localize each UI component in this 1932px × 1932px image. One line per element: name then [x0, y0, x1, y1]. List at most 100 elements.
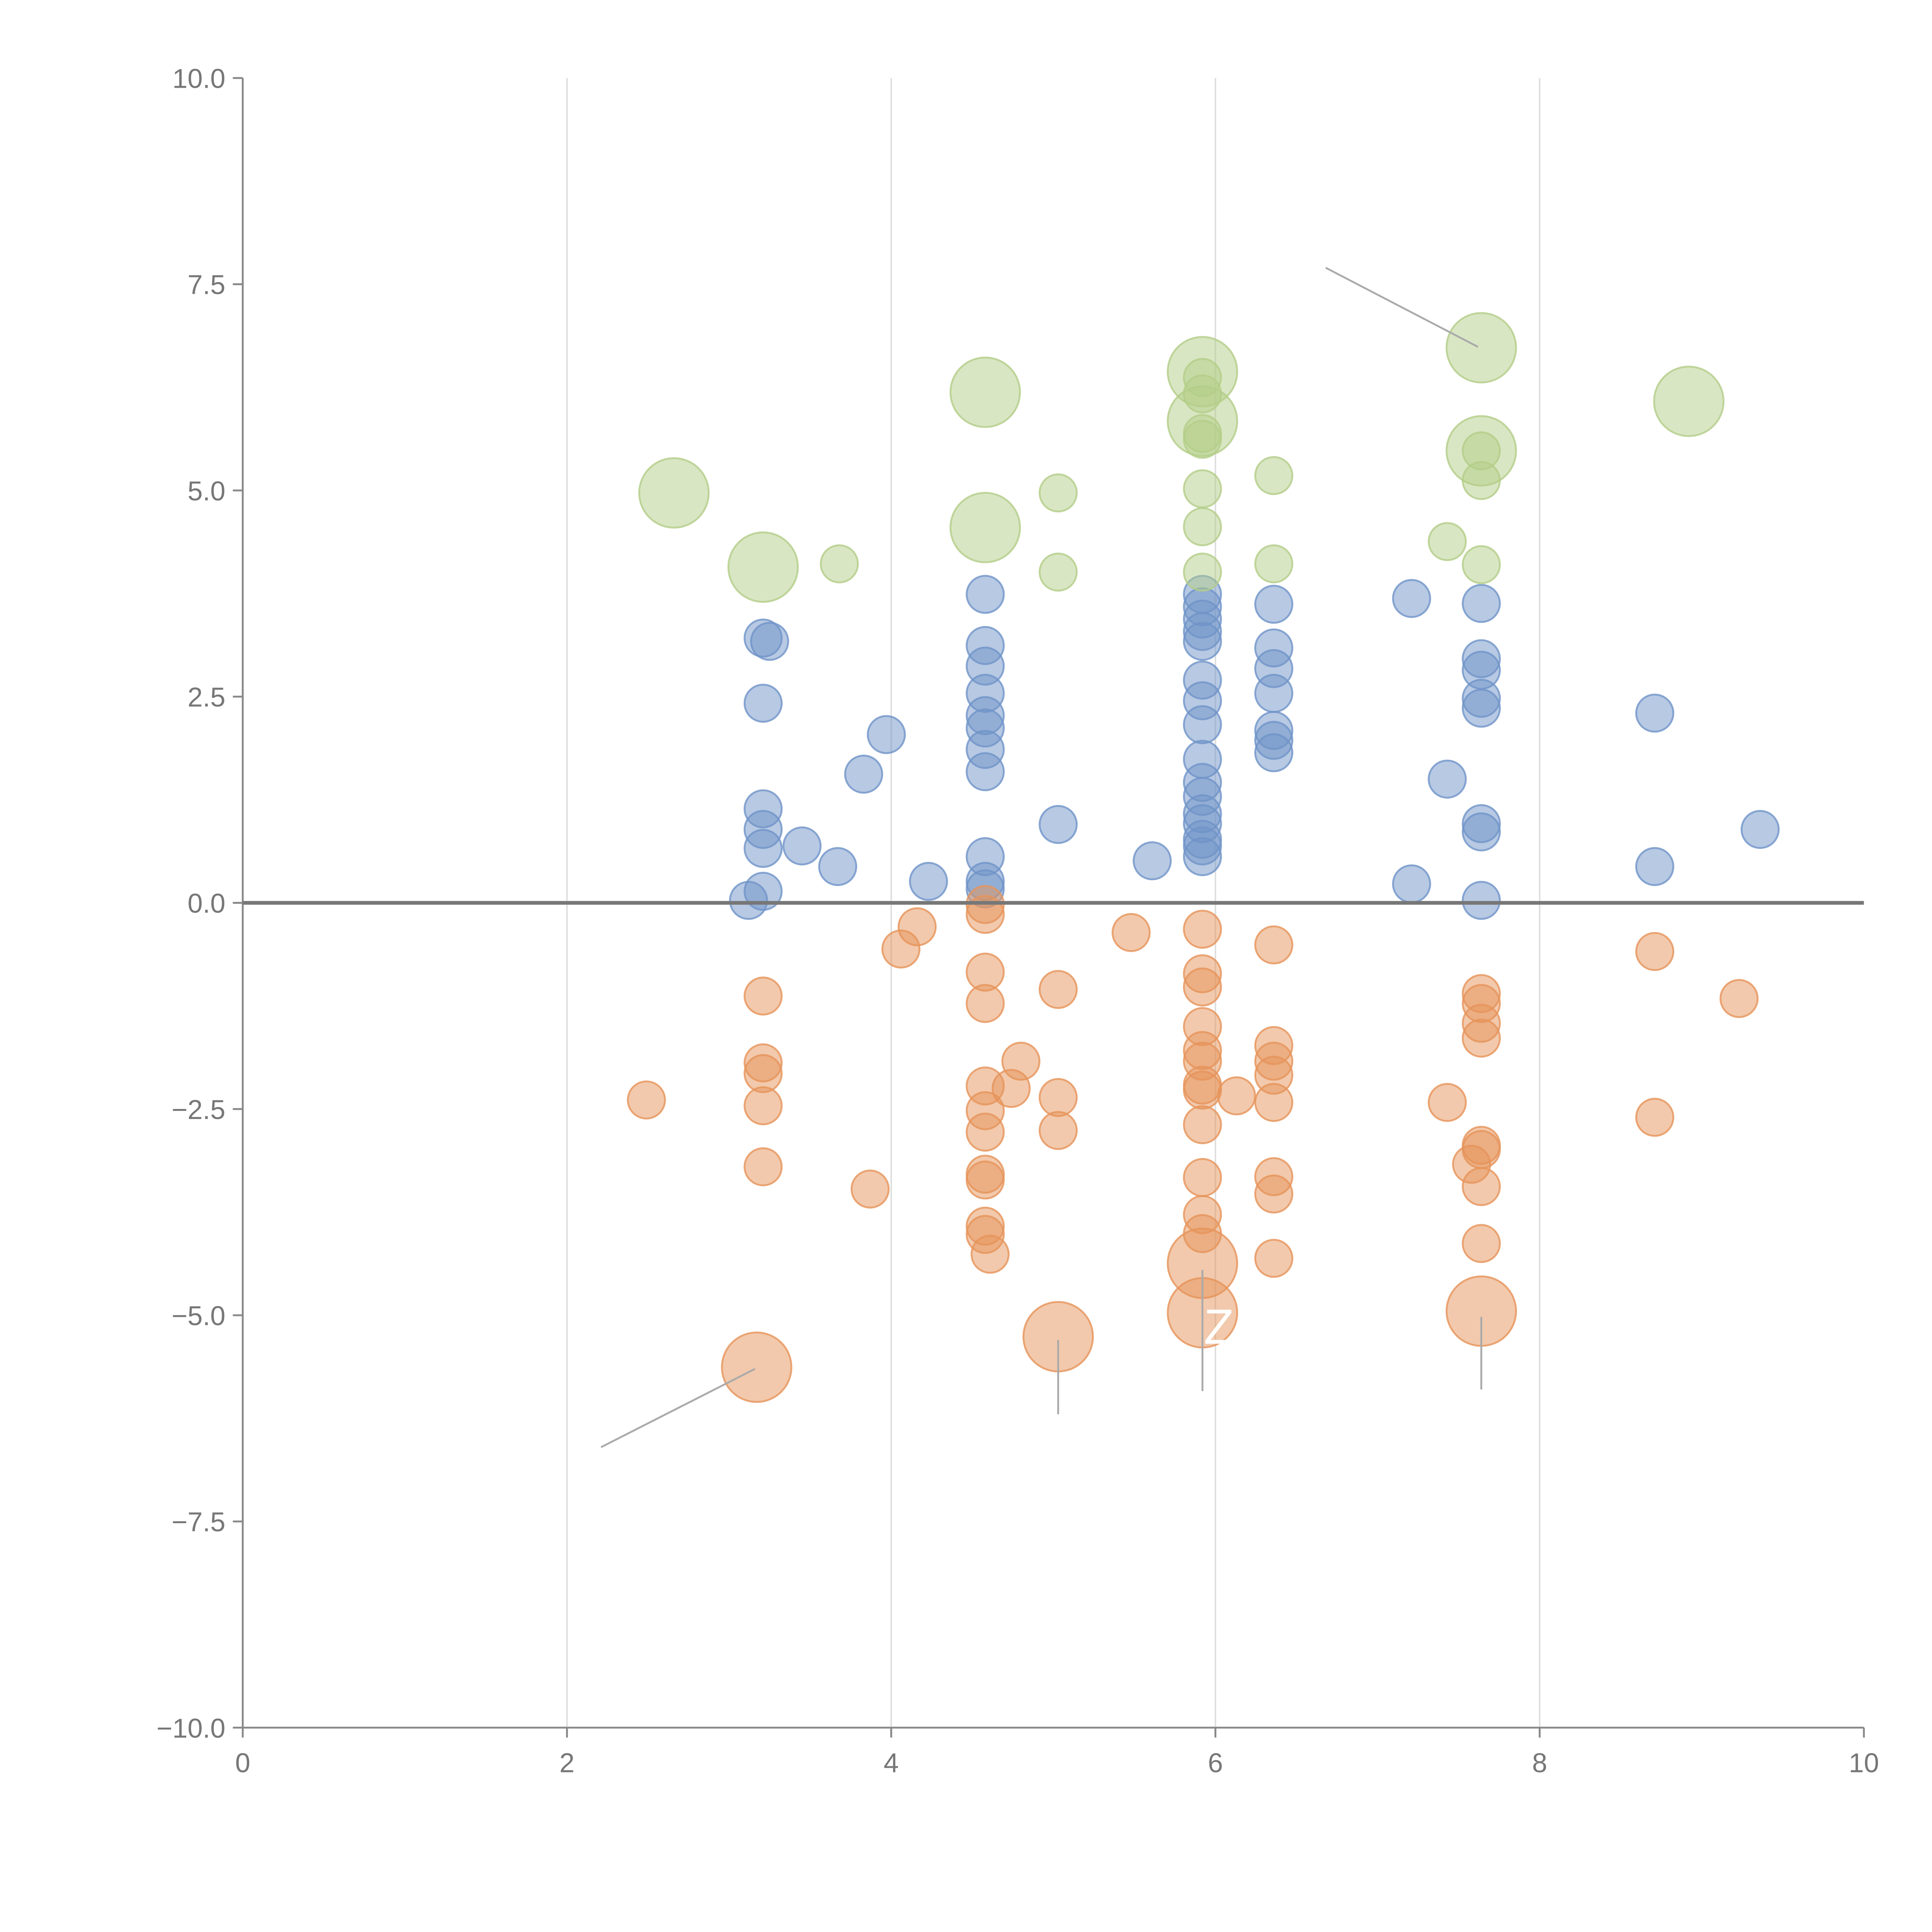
data-point-orange[interactable] — [721, 1331, 793, 1403]
data-point-blue[interactable] — [966, 752, 1005, 791]
data-point-orange[interactable] — [743, 976, 783, 1016]
data-point-blue[interactable] — [1462, 689, 1501, 728]
data-point-green[interactable] — [1183, 469, 1222, 509]
data-point-orange[interactable] — [966, 895, 1005, 934]
data-point-orange[interactable] — [1462, 1224, 1501, 1263]
x-tick-label: 4 — [884, 1748, 899, 1778]
data-point-green[interactable] — [1446, 312, 1517, 384]
data-point-green[interactable] — [1254, 544, 1294, 583]
data-point-orange[interactable] — [743, 1147, 783, 1187]
data-point-orange[interactable] — [1635, 1098, 1674, 1137]
data-point-orange[interactable] — [1039, 1111, 1078, 1150]
data-point-blue[interactable] — [1183, 622, 1222, 661]
data-point-orange[interactable] — [1462, 1019, 1501, 1058]
data-point-orange[interactable] — [966, 1160, 1005, 1200]
data-point-orange[interactable] — [743, 1086, 783, 1126]
data-point-orange[interactable] — [966, 1112, 1005, 1152]
data-point-orange[interactable] — [1039, 1078, 1078, 1117]
data-point-green[interactable] — [1039, 473, 1078, 513]
data-point-green[interactable] — [638, 457, 710, 529]
data-point-orange[interactable] — [1217, 1076, 1256, 1116]
data-point-blue[interactable] — [909, 862, 948, 901]
x-tick-label: 6 — [1208, 1748, 1223, 1778]
data-point-green[interactable] — [1446, 415, 1517, 487]
data-point-blue[interactable] — [1635, 694, 1674, 733]
data-point-blue[interactable] — [1254, 733, 1294, 772]
data-point-blue[interactable] — [1462, 584, 1501, 623]
y-tick-label: 5.0 — [187, 476, 225, 506]
data-point-blue[interactable] — [1392, 579, 1431, 618]
data-point-blue[interactable] — [1392, 864, 1431, 903]
data-point-blue[interactable] — [743, 684, 783, 723]
data-point-blue[interactable] — [1133, 841, 1172, 881]
data-point-orange[interactable] — [1462, 1130, 1501, 1169]
data-point-orange[interactable] — [1254, 1083, 1294, 1122]
axis-ticks: 0 2 4 6 8 10 10.0 7.5 5.0 2.5 0.0 −2.5 −5.0 −7.5 −10.0 — [156, 63, 1879, 1778]
data-point-green[interactable] — [1183, 507, 1222, 546]
data-point-blue[interactable] — [743, 829, 783, 868]
data-point-green[interactable] — [1427, 522, 1467, 561]
data-point-blue[interactable] — [966, 575, 1005, 614]
data-point-orange[interactable] — [1254, 1239, 1294, 1278]
x-tick-label: 0 — [235, 1748, 250, 1778]
data-point-blue[interactable] — [867, 715, 906, 754]
series-blue — [729, 575, 1780, 920]
data-point-green[interactable] — [727, 531, 799, 603]
data-point-orange[interactable] — [1635, 932, 1674, 971]
y-tick-label: 0.0 — [187, 888, 225, 918]
data-point-orange[interactable] — [1254, 925, 1294, 964]
data-point-orange[interactable] — [1183, 910, 1222, 949]
data-point-orange[interactable] — [1001, 1041, 1041, 1081]
data-point-green[interactable] — [949, 356, 1021, 428]
data-point-green[interactable] — [1183, 553, 1222, 592]
data-point-orange[interactable] — [970, 1235, 1010, 1274]
data-point-blue[interactable] — [844, 755, 883, 794]
data-point-blue[interactable] — [1635, 847, 1674, 886]
data-point-blue[interactable] — [1462, 881, 1501, 920]
data-point-orange[interactable] — [898, 907, 937, 946]
data-points — [627, 312, 1780, 1403]
annotation-leader-line — [600, 1368, 756, 1448]
data-point-orange[interactable] — [1462, 1167, 1501, 1206]
data-point-blue[interactable] — [1740, 810, 1780, 849]
data-point-orange[interactable] — [1039, 970, 1078, 1009]
data-point-green[interactable] — [1462, 545, 1501, 584]
data-point-orange[interactable] — [627, 1080, 666, 1120]
y-tick-label: −10.0 — [156, 1713, 225, 1743]
data-point-blue[interactable] — [1427, 759, 1467, 799]
data-point-green[interactable] — [1653, 366, 1725, 437]
data-point-green[interactable] — [1254, 456, 1294, 495]
data-point-orange[interactable] — [1183, 967, 1222, 1007]
data-point-green[interactable] — [1039, 553, 1078, 592]
data-point-blue[interactable] — [1254, 673, 1294, 713]
data-point-orange[interactable] — [850, 1169, 890, 1209]
data-point-blue[interactable] — [1254, 585, 1294, 624]
y-tick-label: 2.5 — [187, 682, 225, 713]
x-tick-label: 10 — [1849, 1748, 1879, 1778]
data-point-blue[interactable] — [1462, 812, 1501, 852]
data-point-green[interactable] — [1167, 385, 1238, 457]
y-tick-label: 7.5 — [187, 269, 225, 300]
data-point-orange[interactable] — [1254, 1174, 1294, 1214]
data-point-orange[interactable] — [1427, 1083, 1467, 1122]
data-point-green[interactable] — [949, 492, 1021, 563]
y-tick-label: −2.5 — [172, 1094, 225, 1125]
x-tick-label: 8 — [1532, 1748, 1547, 1778]
data-point-orange[interactable] — [1183, 1105, 1222, 1145]
data-point-blue[interactable] — [743, 872, 783, 911]
annotations — [600, 267, 1482, 1448]
data-point-blue[interactable] — [1183, 837, 1222, 876]
data-point-blue[interactable] — [782, 826, 822, 866]
data-point-orange[interactable] — [1719, 979, 1759, 1018]
data-point-green[interactable] — [820, 544, 859, 583]
data-point-orange[interactable] — [1183, 1158, 1222, 1197]
series-green — [638, 312, 1725, 603]
data-point-blue[interactable] — [750, 622, 789, 661]
data-point-orange[interactable] — [1111, 913, 1151, 952]
y-tick-label: −5.0 — [172, 1300, 225, 1331]
data-point-blue[interactable] — [1183, 705, 1222, 744]
data-point-orange[interactable] — [1183, 1070, 1222, 1110]
data-point-blue[interactable] — [818, 847, 857, 886]
data-point-orange[interactable] — [966, 984, 1005, 1023]
data-point-blue[interactable] — [1039, 805, 1078, 844]
